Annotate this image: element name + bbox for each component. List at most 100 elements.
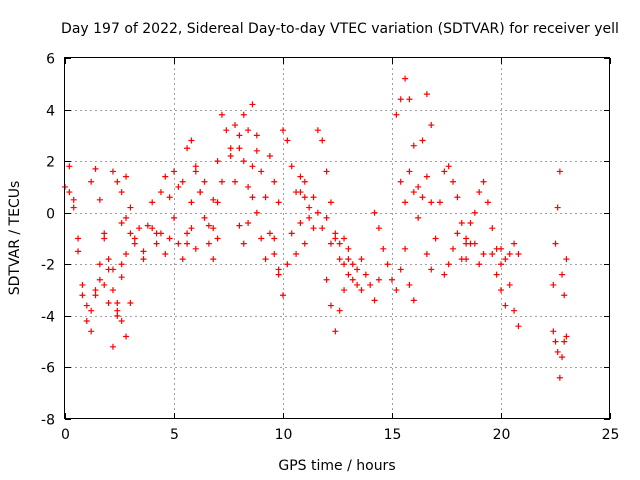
data-point	[323, 276, 330, 283]
data-point	[149, 199, 156, 206]
data-point	[109, 168, 116, 175]
data-point	[245, 183, 252, 190]
data-series	[489, 250, 522, 330]
data-point	[88, 178, 95, 185]
data-point	[498, 261, 504, 268]
data-point	[375, 225, 382, 232]
data-point	[327, 302, 334, 309]
data-point	[70, 204, 77, 211]
x-tick-label: 15	[384, 427, 402, 443]
data-point	[92, 292, 99, 299]
data-point	[556, 168, 563, 175]
data-point	[450, 245, 457, 252]
data-point	[214, 199, 221, 206]
data-point	[297, 189, 304, 196]
data-point	[410, 142, 417, 149]
data-point	[118, 220, 125, 227]
data-point	[114, 312, 121, 319]
data-point	[297, 173, 304, 180]
data-point	[253, 209, 260, 216]
data-point	[484, 199, 491, 206]
data-point	[284, 137, 291, 144]
data-point	[249, 194, 256, 201]
data-point	[157, 189, 164, 196]
data-point	[367, 281, 374, 288]
data-point	[245, 127, 252, 134]
data-point	[319, 225, 326, 232]
data-point	[349, 276, 356, 283]
data-series	[109, 168, 138, 242]
data-point	[118, 274, 125, 281]
x-tick-label: 25	[602, 427, 620, 443]
data-series	[118, 214, 147, 263]
data-series	[314, 127, 352, 268]
data-point	[236, 132, 243, 139]
data-point	[223, 127, 230, 134]
data-series	[371, 209, 391, 268]
data-point	[83, 302, 90, 309]
y-tick-label: -2	[41, 258, 55, 274]
data-point	[88, 328, 95, 335]
data-point	[149, 225, 156, 232]
data-point	[214, 235, 221, 242]
data-point	[127, 299, 134, 306]
data-point	[96, 261, 103, 268]
data-point	[123, 173, 130, 180]
data-point	[271, 178, 278, 185]
data-point	[109, 287, 116, 294]
data-point	[96, 276, 103, 283]
data-point	[423, 173, 430, 180]
data-point	[393, 111, 400, 118]
x-axis-label: GPS time / hours	[278, 458, 395, 474]
data-point	[218, 178, 225, 185]
axis-ticks: 0 5 10 15 20 25 -8 -6 -4 -2 0 2 4 6	[41, 52, 619, 444]
data-point	[123, 333, 130, 340]
data-point	[467, 220, 474, 227]
data-point	[175, 183, 182, 190]
data-point	[428, 266, 435, 273]
data-point	[105, 256, 112, 263]
data-point	[515, 323, 522, 330]
data-point	[83, 318, 90, 325]
data-point	[227, 152, 234, 159]
data-series	[423, 163, 470, 273]
data-point	[131, 240, 138, 247]
data-point	[423, 91, 430, 98]
data-point	[476, 189, 483, 196]
data-point	[66, 163, 73, 170]
data-point	[162, 173, 169, 180]
data-point	[354, 281, 361, 288]
data-point	[436, 199, 443, 206]
data-point	[402, 245, 409, 252]
data-point	[563, 333, 570, 340]
data-point	[136, 225, 143, 232]
data-point	[314, 127, 321, 134]
data-point	[131, 235, 138, 242]
data-point	[179, 256, 186, 263]
data-point	[406, 281, 413, 288]
data-point	[323, 214, 330, 221]
data-point	[301, 194, 308, 201]
data-point	[327, 199, 334, 206]
data-point	[550, 328, 557, 335]
data-point	[454, 194, 461, 201]
data-series	[236, 194, 282, 278]
data-point	[253, 132, 260, 139]
data-point	[258, 235, 265, 242]
data-point	[144, 222, 151, 229]
data-point	[114, 307, 121, 314]
data-point	[428, 122, 435, 129]
data-point	[506, 250, 513, 257]
data-point	[354, 266, 361, 273]
data-point	[179, 178, 186, 185]
data-point	[306, 214, 313, 221]
data-series	[550, 328, 570, 381]
data-series	[389, 245, 417, 304]
data-point	[556, 374, 563, 381]
data-point	[402, 75, 409, 82]
data-point	[75, 235, 82, 242]
data-point	[332, 235, 339, 242]
data-point	[188, 199, 195, 206]
data-point	[109, 266, 116, 273]
data-point	[506, 281, 513, 288]
